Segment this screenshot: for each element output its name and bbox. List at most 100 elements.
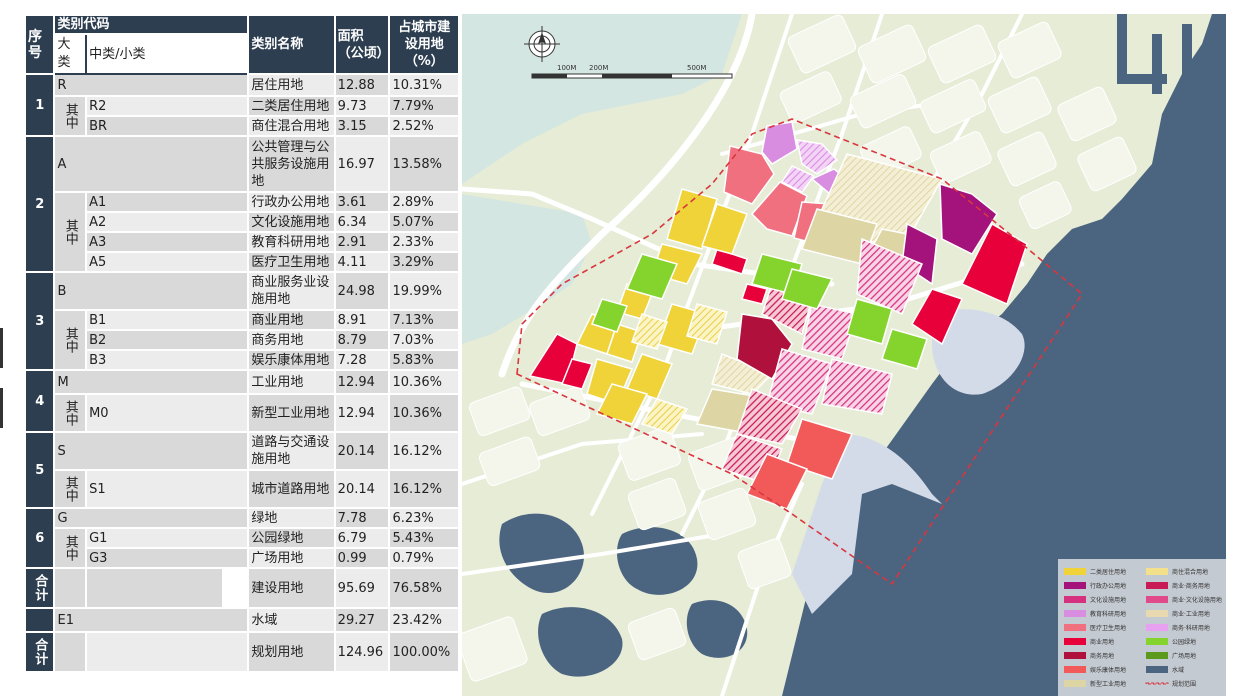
category-name-cell: 商住混合用地 [247, 115, 336, 137]
ratio-cell: 19.99% [388, 271, 460, 311]
area-cell: 8.79 [333, 329, 391, 351]
minor-code-cell: M0 [85, 393, 250, 433]
legend-swatch [1146, 568, 1168, 575]
category-name-cell: 居住用地 [247, 73, 336, 97]
category-name-cell: 广场用地 [247, 547, 336, 569]
ratio-cell: 76.58% [388, 567, 460, 609]
category-name-cell: 商业服务业设施用地 [247, 271, 336, 311]
lake [499, 513, 584, 593]
table-row: A2 文化设施用地 6.34 5.07% [25, 211, 460, 233]
legend-swatch [1064, 582, 1086, 589]
table-row: 6 G 绿地 7.78 6.23% [23, 507, 460, 569]
minor-code-cell: A2 [85, 211, 250, 233]
ratio-cell: 7.03% [388, 329, 460, 351]
ratio-cell: 23.42% [388, 607, 460, 633]
table-row: 1 R 居住用地 12.88 10.31% [23, 73, 460, 137]
ratio-cell: 13.58% [388, 135, 460, 193]
area-cell: 7.28 [333, 349, 391, 371]
legend-swatch [1146, 610, 1168, 617]
minor-code-cell: S1 [85, 469, 250, 509]
code-cell [85, 631, 250, 673]
category-name-cell: 公园绿地 [247, 527, 336, 549]
minor-code-cell: A1 [85, 191, 250, 213]
code-cell [53, 567, 88, 609]
legend-label: 二类居住用地 [1090, 568, 1126, 576]
ratio-cell: 5.43% [388, 527, 460, 549]
planning-boundary [516, 118, 1084, 586]
context-blocks [462, 14, 1137, 682]
area-cell: 95.69 [333, 567, 391, 609]
minor-code-cell: A5 [85, 251, 250, 273]
scale-label-100: 100M [557, 64, 576, 72]
ratio-cell: 10.36% [388, 393, 460, 433]
major-code-cell: S [53, 431, 250, 471]
category-name-cell: 文化设施用地 [247, 211, 336, 233]
qizhong-cell: 其中 [53, 95, 88, 137]
legend-label: 广场用地 [1172, 652, 1196, 660]
minor-code-cell: R2 [85, 95, 250, 117]
major-code-cell: R [53, 73, 250, 97]
category-name-cell: 道路与交通设施用地 [247, 431, 336, 471]
minor-code-cell: B1 [85, 309, 250, 331]
ratio-cell: 7.13% [388, 309, 460, 331]
legend-label: 行政办公用地 [1090, 582, 1126, 590]
major-code-cell: B [53, 271, 250, 311]
qizhong-cell: 其中 [53, 191, 88, 273]
qizhong-cell: 其中 [53, 309, 88, 371]
area-cell: 12.88 [333, 73, 391, 97]
legend-swatch [1146, 666, 1168, 673]
lake [686, 600, 748, 658]
area-cell: 9.73 [333, 95, 391, 117]
category-name-cell: 商务用地 [247, 329, 336, 351]
header-seq: 序号 [23, 14, 56, 75]
legend-label: 商业·文化设施用地 [1172, 596, 1222, 604]
table-row: B2 商务用地 8.79 7.03% [25, 329, 460, 351]
minor-code-cell: G3 [85, 547, 250, 569]
table-row: 其中 A1 行政办公用地 3.61 2.89% [25, 191, 460, 273]
ratio-cell: 3.29% [388, 251, 460, 273]
area-cell: 12.94 [333, 369, 391, 395]
category-name-cell: 教育科研用地 [247, 231, 336, 253]
category-name-cell: 绿地 [247, 507, 336, 529]
area-cell: 3.61 [333, 191, 391, 213]
qizhong-cell: 其中 [53, 393, 88, 433]
legend-label: 水域 [1172, 666, 1184, 674]
area-cell: 24.98 [333, 271, 391, 311]
pond [462, 14, 742, 184]
land-parcels [528, 121, 1028, 510]
ratio-cell: 2.33% [388, 231, 460, 253]
area-cell: 3.15 [333, 115, 391, 137]
seq-cell: 3 [23, 271, 56, 371]
table-row: 合计 规划用地 124.96 100.00% [23, 631, 460, 673]
area-cell: 29.27 [333, 607, 391, 633]
code-cell [222, 567, 249, 609]
category-name-cell: 医疗卫生用地 [247, 251, 336, 273]
legend-swatch [1064, 624, 1086, 631]
ratio-cell: 2.89% [388, 191, 460, 213]
qizhong-cell: 其中 [53, 527, 88, 569]
seq-cell [23, 607, 56, 633]
table-row: G3 广场用地 0.99 0.79% [25, 547, 460, 569]
header-area: 面积（公顷） [333, 14, 391, 75]
minor-code-cell: BR [85, 115, 250, 137]
code-cell [53, 631, 88, 673]
legend-label: 公园绿地 [1172, 638, 1196, 646]
qizhong-cell: 其中 [53, 469, 88, 509]
legend-swatch [1064, 568, 1086, 575]
pond [462, 194, 592, 344]
ratio-cell: 10.36% [388, 369, 460, 395]
table-row: 其中 M0 新型工业用地 12.94 10.36% [25, 393, 460, 433]
north-arrow [524, 26, 560, 62]
window-edge-mark [0, 388, 3, 428]
area-cell: 20.14 [333, 469, 391, 509]
ratio-cell: 7.79% [388, 95, 460, 117]
legend-label: 商务·科研用地 [1172, 624, 1210, 632]
major-code-cell: G [53, 507, 250, 529]
table-row: 其中 R2 二类居住用地 9.73 7.79% [25, 95, 460, 137]
area-cell: 7.78 [333, 507, 391, 529]
legend-swatch [1146, 652, 1168, 659]
table-row: 其中 S1 城市道路用地 20.14 16.12% [25, 469, 460, 509]
header-name: 类别名称 [247, 14, 336, 75]
area-cell: 0.99 [333, 547, 391, 569]
